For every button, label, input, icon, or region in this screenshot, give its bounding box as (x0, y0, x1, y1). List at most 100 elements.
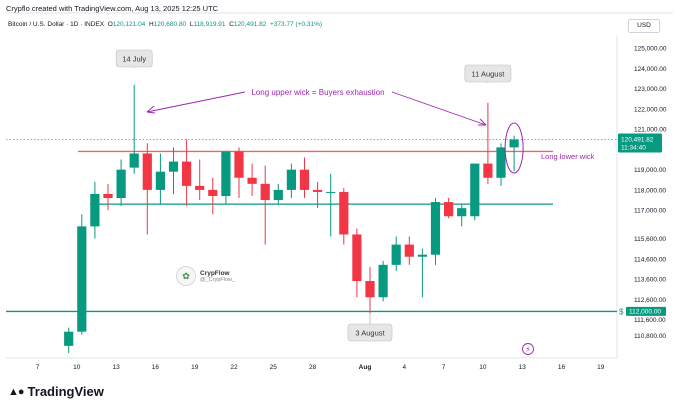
arrow-left-line (146, 91, 246, 113)
candle-body (116, 169, 126, 199)
ohlc-legend: Bitcoin / U.S. Dollar · 1D · INDEX O120,… (8, 21, 322, 28)
watermark: ✿ CrypFlow @_CrypFlow_ (176, 266, 235, 286)
candle-body (365, 281, 375, 298)
y-tick-label: 112,600.00 (634, 297, 666, 304)
candle-body (103, 193, 113, 199)
candle-body (483, 163, 493, 178)
candle-body (142, 153, 152, 190)
candle-body (352, 234, 362, 282)
candle-body (496, 147, 506, 178)
candle-body (77, 226, 87, 332)
leaf-icon: ✿ (176, 266, 196, 286)
high-label: H (148, 21, 154, 28)
chart-credit: Crypflo created with TradingView.com, Au… (6, 4, 219, 13)
candle-body (234, 151, 244, 178)
event-marker-circle (522, 343, 534, 355)
callout-july14-label: 14 July (122, 55, 146, 64)
candle-body (404, 244, 414, 257)
candle-body (444, 202, 454, 217)
candle-body (339, 191, 349, 235)
y-tick-label: 118,000.00 (634, 187, 666, 194)
candle-body (286, 169, 296, 190)
candle-body (208, 189, 218, 196)
x-tick-label: 25 (270, 364, 278, 371)
footer-brand[interactable]: TradingView (27, 384, 104, 399)
currency-button[interactable]: USD (628, 19, 660, 33)
candle-body (195, 185, 205, 190)
candle-body (299, 169, 310, 190)
candle-body (129, 153, 139, 168)
low-value: 118,919.91 (193, 21, 226, 28)
candle-body (509, 139, 519, 148)
x-tick-label: 13 (519, 364, 527, 371)
y-tick-label: 111,600.00 (634, 317, 666, 324)
current-price-label: 120,491.82 (621, 136, 654, 143)
candle-body (168, 161, 179, 172)
candle-body (221, 151, 231, 196)
y-tick-label: 124,000.00 (634, 66, 667, 73)
close-label: C (229, 21, 234, 28)
arrow-left-head (146, 105, 156, 114)
current-price-tag (618, 133, 662, 153)
y-tick-label: 117,000.00 (634, 208, 666, 215)
candle-body (313, 189, 323, 192)
candle-body (64, 331, 74, 346)
upper-wick-annotation: Long upper wick = Buyers exhaustion (251, 88, 384, 97)
arrow-right-head (478, 118, 487, 126)
x-tick-label: 13 (112, 364, 120, 371)
candle-body (378, 264, 388, 298)
x-tick-label: 16 (152, 364, 160, 371)
candle-body (470, 163, 480, 217)
y-tick-label: 119,000.00 (634, 167, 666, 174)
candle-body (430, 202, 441, 255)
x-tick-label: 19 (191, 364, 199, 371)
level-112k-label: 112,000.00 (629, 309, 661, 316)
callout-aug11-label: 11 August (471, 70, 505, 79)
change-value: +373.77 (+0.31%) (270, 21, 323, 28)
x-tick-label: 22 (230, 364, 238, 371)
y-tick-label: 114,600.00 (634, 256, 666, 263)
x-tick-label: 4 (402, 364, 406, 371)
y-tick-label: 121,000.00 (634, 127, 667, 134)
watermark-handle: @_CrypFlow_ (200, 276, 235, 283)
wick-highlight-ellipse (504, 122, 524, 174)
candle-body (326, 191, 336, 193)
y-tick-label: 123,000.00 (634, 86, 667, 93)
watermark-name: CrypFlow (200, 269, 230, 277)
x-tick-label: 19 (597, 364, 605, 371)
x-tick-label: Aug (359, 364, 372, 371)
candle-body (155, 171, 165, 190)
candle-body (90, 193, 100, 227)
candle-body (182, 161, 192, 186)
lightning-icon: ⚡ (525, 345, 531, 354)
candle-body (247, 177, 257, 184)
candle-body (273, 189, 283, 201)
candle-body (457, 208, 467, 217)
y-tick-label: 113,600.00 (634, 277, 666, 284)
x-tick-label: 7 (36, 364, 40, 371)
y-tick-label: 115,600.00 (634, 236, 666, 243)
callout-aug3-label: 3 August (355, 329, 385, 338)
close-value: 120,491.82 (233, 21, 267, 28)
open-value: 120,121.04 (112, 21, 146, 28)
low-label: L (189, 21, 194, 28)
candle-body (260, 183, 270, 201)
x-tick-label: 7 (442, 364, 446, 371)
y-tick-label: 125,000.00 (634, 46, 667, 53)
footer: ▲● TradingView (8, 384, 104, 399)
candle-body (391, 244, 401, 265)
x-tick-label: 28 (309, 364, 317, 371)
arrow-right-line (391, 91, 487, 126)
high-value: 120,680.80 (153, 21, 187, 28)
currency-symbol: $ (619, 307, 624, 316)
open-label: O (107, 21, 113, 28)
tradingview-logo-icon[interactable]: ▲● (8, 385, 25, 398)
countdown-label: 11:34:40 (621, 144, 646, 151)
symbol-title[interactable]: Bitcoin / U.S. Dollar · 1D · INDEX (8, 21, 105, 28)
y-tick-label: 110,800.00 (634, 333, 666, 340)
x-tick-label: 10 (73, 364, 81, 371)
candle-body (417, 254, 427, 257)
y-tick-label: 122,000.00 (634, 106, 667, 113)
level-112k-tag (626, 306, 666, 316)
